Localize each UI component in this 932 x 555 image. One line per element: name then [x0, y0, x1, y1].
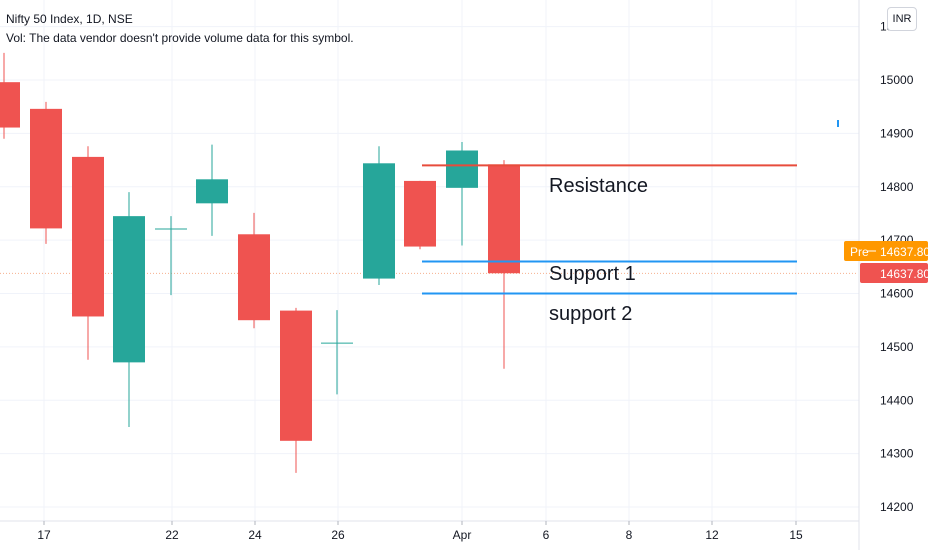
time-tick-label: 26: [331, 528, 345, 542]
price-tick-label: 14300: [880, 447, 914, 461]
candles: [0, 52, 520, 473]
volume-note: Vol: The data vendor doesn't provide vol…: [6, 31, 354, 45]
candle: [30, 101, 62, 244]
candle-body: [113, 216, 145, 363]
candle: [196, 144, 228, 236]
support-1-label[interactable]: Support 1: [549, 263, 636, 285]
candle-body: [404, 180, 436, 247]
candle: [446, 141, 478, 246]
cursor-marker: [837, 120, 839, 127]
candle: [280, 307, 312, 473]
candle: [363, 146, 395, 285]
candle-body: [280, 310, 312, 441]
time-tick-label: 17: [37, 528, 51, 542]
time-tick-label: 22: [165, 528, 179, 542]
candle: [0, 52, 20, 139]
support-2-label[interactable]: support 2: [549, 303, 632, 325]
currency-button[interactable]: INR: [887, 7, 917, 31]
resistance-label[interactable]: Resistance: [549, 175, 648, 197]
candle-body: [30, 108, 62, 229]
time-tick-label: Apr: [453, 528, 472, 542]
price-tick-label: 15000: [880, 73, 914, 87]
candle: [404, 180, 436, 250]
pre-label-text: Pre: [850, 245, 869, 259]
time-tick-label: 24: [248, 528, 262, 542]
candle-body: [488, 164, 520, 274]
price-tick-label: 14600: [880, 287, 914, 301]
candle-body: [196, 179, 228, 204]
symbol-title[interactable]: Nifty 50 Index, 1D, NSE: [6, 12, 133, 26]
price-tick-label: 14800: [880, 180, 914, 194]
pre-value-text: 14637.80: [880, 245, 930, 259]
candle-body: [238, 234, 270, 321]
candle: [72, 146, 104, 360]
price-tick-label: 14400: [880, 393, 914, 407]
candle: [238, 212, 270, 329]
price-tick-label: 14200: [880, 500, 914, 514]
time-tick-label: 8: [626, 528, 633, 542]
candle: [113, 192, 145, 427]
candle: [488, 160, 520, 369]
time-tick-label: 15: [789, 528, 803, 542]
candle-body: [72, 156, 104, 317]
price-tick-label: 14500: [880, 340, 914, 354]
last-price-label: 14637.80: [860, 263, 930, 283]
pre-market-price-label: Pre 14637.80: [844, 241, 930, 261]
time-tick-label: 12: [705, 528, 719, 542]
last-price-text: 14637.80: [880, 267, 930, 281]
chart-legend: Nifty 50 Index, 1D, NSE Vol: The data ve…: [6, 10, 354, 48]
candle-body: [446, 150, 478, 188]
time-tick-label: 6: [543, 528, 550, 542]
candle: [321, 310, 353, 395]
candle-body: [363, 163, 395, 279]
price-tick-label: 14900: [880, 126, 914, 140]
candle: [155, 216, 187, 296]
time-scale[interactable]: 17 22 24 26 Apr 6 8 12 15: [37, 521, 803, 542]
candle-body: [0, 82, 20, 128]
